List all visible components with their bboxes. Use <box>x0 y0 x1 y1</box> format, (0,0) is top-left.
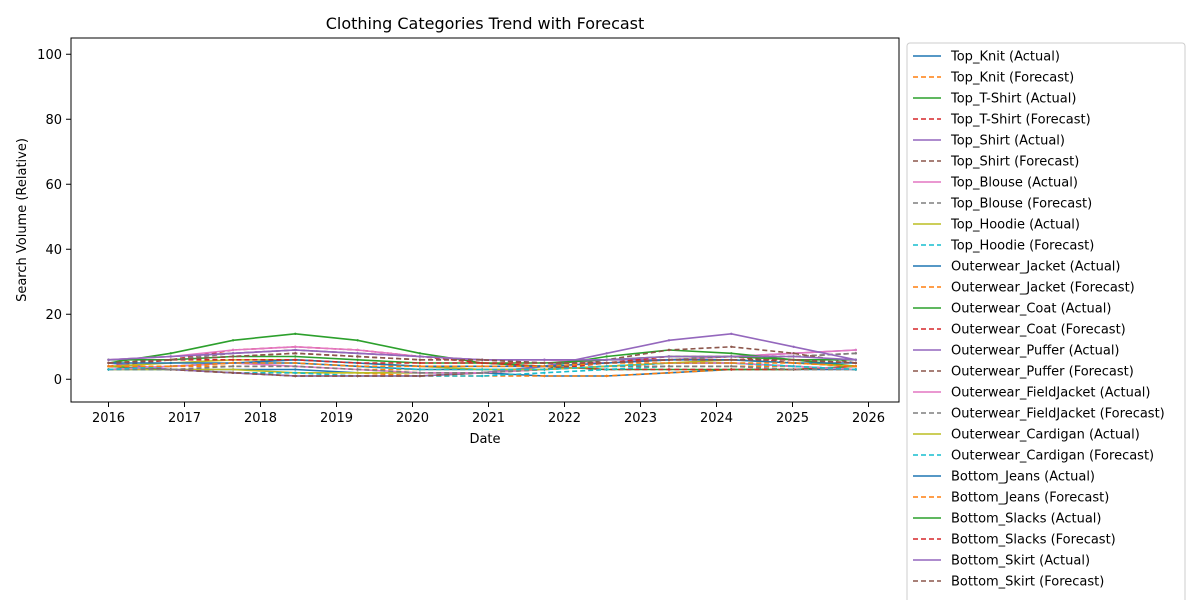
y-tick-label: 100 <box>37 48 62 63</box>
x-axis-label: Date <box>469 432 500 447</box>
series-path <box>108 345 856 377</box>
x-tick-label: 2017 <box>168 411 201 426</box>
x-tick-label: 2016 <box>92 411 125 426</box>
legend-box <box>906 42 1186 600</box>
x-tick-label: 2026 <box>852 411 885 426</box>
legend-label: Top_Knit (Forecast) <box>950 71 1074 86</box>
legend-label: Top_Blouse (Actual) <box>950 176 1078 191</box>
legend-label: Top_Blouse (Forecast) <box>950 197 1092 212</box>
legend-label: Bottom_Skirt (Actual) <box>951 554 1090 569</box>
legend-label: Outerwear_Puffer (Forecast) <box>951 365 1134 380</box>
y-tick-label: 40 <box>45 243 62 258</box>
series-path <box>108 345 856 371</box>
x-tick-label: 2021 <box>472 411 505 426</box>
data-point <box>481 358 484 361</box>
series-path <box>108 352 856 364</box>
legend-label: Outerwear_Jacket (Actual) <box>951 260 1120 275</box>
data-point <box>481 365 484 368</box>
data-point <box>169 358 172 361</box>
y-tick-label: 0 <box>54 373 62 388</box>
series-path <box>108 358 856 364</box>
x-tick-label: 2020 <box>396 411 429 426</box>
legend-label: Bottom_Jeans (Actual) <box>951 470 1095 485</box>
x-tick-label: 2023 <box>624 411 657 426</box>
data-point <box>169 365 172 368</box>
y-tick-label: 60 <box>45 178 62 193</box>
legend-label: Top_Knit (Actual) <box>950 50 1060 65</box>
legend-label: Top_Hoodie (Forecast) <box>950 239 1094 254</box>
x-axis: 2016 2017 2018 2019 2020 2021 2022 2023 2024 2025… <box>92 402 885 426</box>
legend-label: Outerwear_Cardigan (Actual) <box>951 428 1140 443</box>
x-tick-label: 2025 <box>776 411 809 426</box>
data-point <box>481 374 484 378</box>
legend-label: Bottom_Skirt (Forecast) <box>951 575 1104 590</box>
data-point <box>169 368 172 371</box>
x-tick-label: 2024 <box>700 411 733 426</box>
legend-label: Outerwear_Coat (Forecast) <box>951 323 1126 338</box>
x-tick-label: 2022 <box>548 411 581 426</box>
y-axis: 0 20 40 60 80 100 <box>37 48 71 388</box>
legend-label: Top_T-Shirt (Actual) <box>950 92 1076 107</box>
legend: Top_Knit (Actual) Top_Knit (Forecast) Top_… <box>906 42 1186 600</box>
legend-label: Top_Hoodie (Actual) <box>950 218 1080 233</box>
data-point <box>730 365 733 368</box>
y-tick-label: 80 <box>45 113 62 128</box>
legend-label: Top_Shirt (Actual) <box>950 134 1065 149</box>
series-line <box>107 352 857 365</box>
y-axis-label: Search Volume (Relative) <box>15 138 30 302</box>
x-tick-label: 2019 <box>320 411 353 426</box>
legend-label: Outerwear_FieldJacket (Actual) <box>951 386 1150 401</box>
data-point <box>481 368 484 371</box>
y-tick-label: 20 <box>45 308 62 323</box>
chart-title: Clothing Categories Trend with Forecast <box>326 14 645 33</box>
legend-label: Top_Shirt (Forecast) <box>950 155 1079 170</box>
legend-label: Bottom_Jeans (Forecast) <box>951 491 1109 506</box>
legend-label: Outerwear_FieldJacket (Forecast) <box>951 407 1165 422</box>
legend-label: Outerwear_Puffer (Actual) <box>951 344 1120 359</box>
data-point <box>481 361 484 365</box>
legend-label: Top_T-Shirt (Forecast) <box>950 113 1091 128</box>
legend-label: Bottom_Slacks (Forecast) <box>951 533 1116 548</box>
x-tick-label: 2018 <box>244 411 277 426</box>
series-path <box>108 362 856 368</box>
legend-label: Bottom_Slacks (Actual) <box>951 512 1101 527</box>
plot-area <box>107 332 857 378</box>
legend-label: Outerwear_Coat (Actual) <box>951 302 1111 317</box>
series-path <box>108 365 856 374</box>
data-point <box>730 361 733 365</box>
data-point <box>792 358 795 361</box>
legend-label: Outerwear_Cardigan (Forecast) <box>951 449 1154 464</box>
legend-label: Outerwear_Jacket (Forecast) <box>951 281 1135 296</box>
axes-frame <box>70 37 900 403</box>
data-point <box>730 358 733 361</box>
data-point <box>792 365 795 368</box>
data-point <box>481 371 484 374</box>
